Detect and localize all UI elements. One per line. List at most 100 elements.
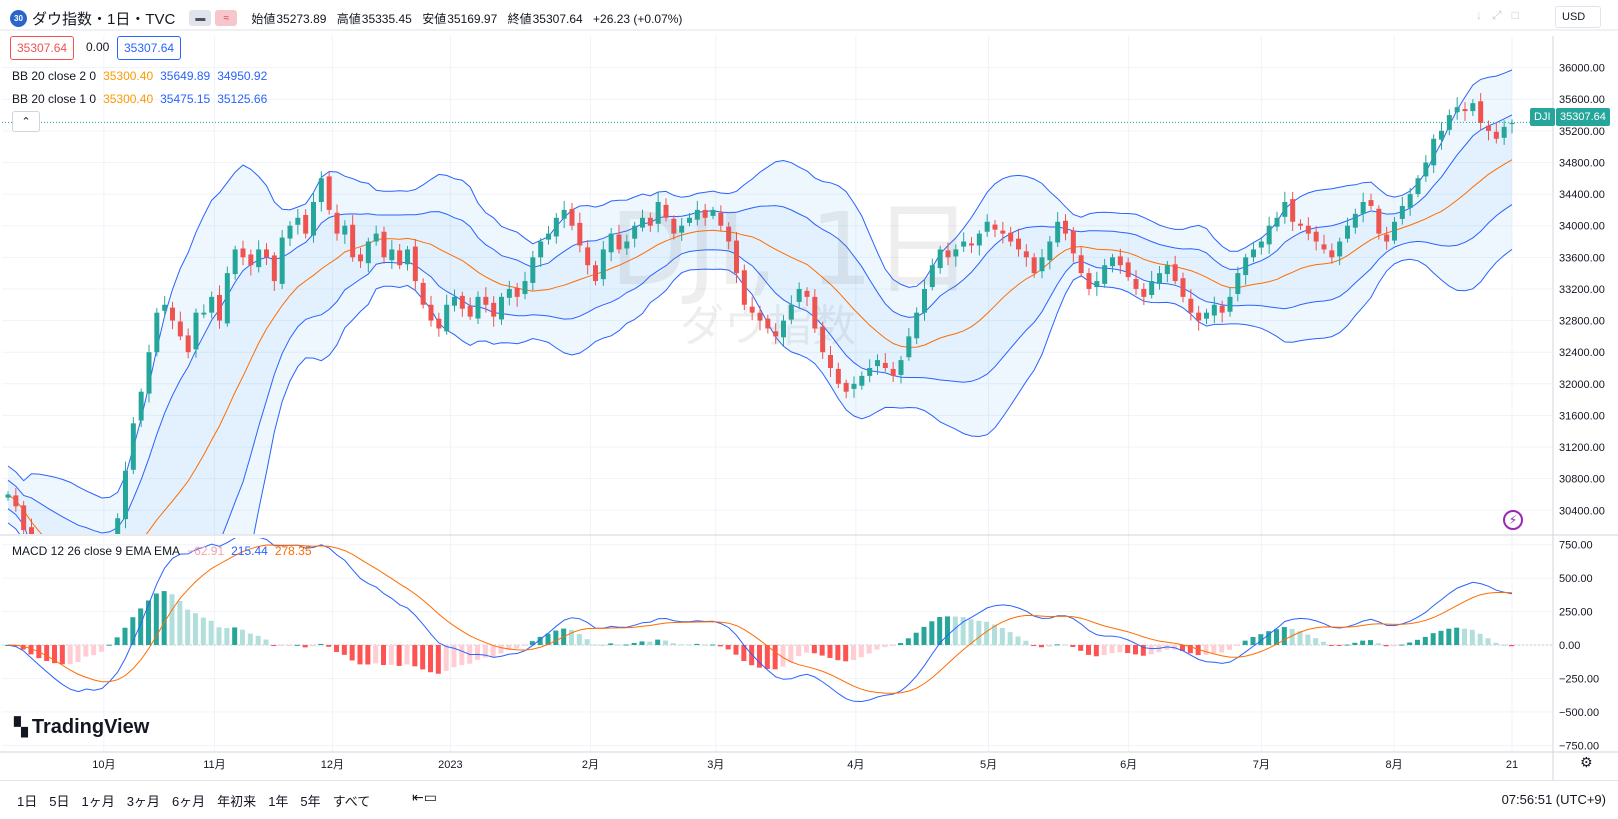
- symbol-title[interactable]: ダウ指数・1日・TVC: [32, 10, 176, 28]
- candle-body: [53, 580, 58, 594]
- candle-body: [992, 224, 998, 230]
- buy-price-button[interactable]: 35307.64: [117, 36, 182, 60]
- candle-body: [1454, 107, 1460, 113]
- macd-hist-bar: [1336, 645, 1342, 646]
- candle-body: [499, 296, 504, 320]
- expand-icon[interactable]: ⤢: [1492, 8, 1512, 22]
- square-icon[interactable]: □: [1511, 8, 1529, 22]
- macd-hist-bar: [5, 645, 10, 646]
- range-ytd[interactable]: 年初来: [217, 794, 257, 809]
- collapse-legend-button[interactable]: ⌃: [12, 111, 40, 132]
- arrow-down-icon[interactable]: ↓: [1476, 8, 1492, 22]
- macd-hist-bar: [600, 644, 606, 646]
- macd-hist-bar: [1344, 644, 1350, 646]
- lightning-icon[interactable]: ⚡: [1503, 510, 1523, 530]
- candle-body: [522, 281, 528, 295]
- candle-body: [749, 306, 755, 313]
- candle-body: [248, 254, 254, 266]
- macd-hist-bar: [1469, 629, 1475, 645]
- candle-body: [92, 571, 97, 597]
- macd-hist-bar: [44, 645, 50, 662]
- macd-hist-bar: [294, 644, 300, 646]
- macd-hist-bar: [91, 645, 97, 656]
- range-1y[interactable]: 1年: [268, 794, 289, 809]
- macd-hist-bar: [177, 601, 183, 645]
- macd-hist-bar: [1509, 645, 1514, 647]
- range-all[interactable]: すべて: [332, 794, 371, 809]
- candle-body: [365, 241, 371, 264]
- currency-select[interactable]: USD: [1555, 6, 1601, 28]
- macd-hist-bar: [365, 645, 371, 665]
- minus-icon[interactable]: ▬: [189, 10, 212, 26]
- candle-body: [1399, 205, 1405, 219]
- bb1-legend[interactable]: BB 20 close 1 0 35300.40 35475.15 35125.66: [12, 92, 274, 106]
- candle-body: [1266, 225, 1272, 245]
- macd-hist-bar: [216, 627, 222, 645]
- candle-body: [1133, 278, 1139, 289]
- macd-tick-label: −500.00: [1559, 707, 1599, 719]
- macd-hist-bar: [1321, 641, 1326, 645]
- candle-body: [1305, 225, 1311, 234]
- candle-body: [1141, 288, 1147, 297]
- candle-body: [76, 597, 81, 604]
- candle-body: [851, 383, 857, 389]
- candle-body: [859, 375, 865, 386]
- candle-body: [679, 225, 685, 233]
- candle-body: [640, 217, 645, 228]
- candle-body: [1509, 122, 1515, 125]
- macd-hist-bar: [1101, 645, 1107, 656]
- macd-hist-bar: [1391, 645, 1397, 647]
- range-6m[interactable]: 6ヶ月: [171, 794, 206, 809]
- gear-icon[interactable]: ⚙: [1580, 754, 1593, 770]
- time-tick-label: 5月: [980, 759, 997, 771]
- price-tick-label: 32400.00: [1559, 347, 1605, 359]
- range-1d[interactable]: 1日: [17, 794, 38, 809]
- macd-hist-bar: [1031, 645, 1037, 646]
- range-5y[interactable]: 5年: [300, 794, 321, 809]
- tradingview-logo[interactable]: ▚ TradingView: [14, 716, 149, 739]
- bands-clip: [7, 69, 1513, 534]
- sell-price-button[interactable]: 35307.64: [10, 36, 75, 60]
- wave-icon[interactable]: ≈: [215, 10, 238, 26]
- candle-body: [1501, 126, 1507, 138]
- macd-hist-bar: [647, 641, 653, 645]
- macd-hist-bar: [670, 643, 676, 645]
- candle-body: [694, 209, 700, 220]
- range-5d[interactable]: 5日: [49, 794, 70, 809]
- range-3m[interactable]: 3ヶ月: [126, 794, 160, 809]
- macd-hist-bar: [373, 645, 379, 664]
- macd-hist-bar: [1438, 630, 1444, 645]
- price-tick-label: 32800.00: [1559, 316, 1605, 328]
- macd-hist-bar: [623, 644, 629, 646]
- macd-hist-bar: [357, 645, 363, 665]
- macd-hist-bar: [435, 645, 441, 674]
- clock[interactable]: 07:56:51 (UTC+9): [1501, 792, 1606, 807]
- open-label: 始値: [251, 11, 276, 26]
- low-value: 35169.97: [447, 11, 498, 26]
- time-tick-label: 10月: [92, 759, 115, 771]
- candle-body: [452, 296, 457, 306]
- macd-hist-bar: [287, 645, 292, 646]
- macd-hist-bar: [193, 613, 198, 645]
- candle-body: [29, 527, 34, 534]
- macd-legend[interactable]: MACD 12 26 close 9 EMA EMA −62.91 215.44 27…: [12, 544, 319, 558]
- candle-body: [843, 382, 849, 392]
- macd-hist-bar: [1117, 645, 1123, 653]
- macd-hist-bar: [279, 645, 285, 646]
- candle-body: [1415, 178, 1421, 195]
- range-1m[interactable]: 1ヶ月: [81, 794, 115, 809]
- macd-hist-bar: [263, 639, 269, 645]
- macd-hist-bar: [20, 645, 26, 650]
- candle-body: [412, 246, 418, 282]
- candle-body: [1031, 257, 1037, 274]
- candle-body: [1102, 265, 1108, 284]
- compare-date-icon[interactable]: ⇤▭: [412, 789, 437, 805]
- macd-hist-bar: [757, 645, 762, 668]
- bb1-lower: 35125.66: [217, 92, 268, 106]
- candle-body: [1211, 304, 1217, 316]
- macd-hist-bar: [1258, 634, 1264, 645]
- bb2-legend[interactable]: BB 20 close 2 0 35300.40 35649.89 34950.92: [12, 69, 274, 83]
- macd-hist-bar: [694, 643, 700, 645]
- candle-body: [123, 470, 128, 520]
